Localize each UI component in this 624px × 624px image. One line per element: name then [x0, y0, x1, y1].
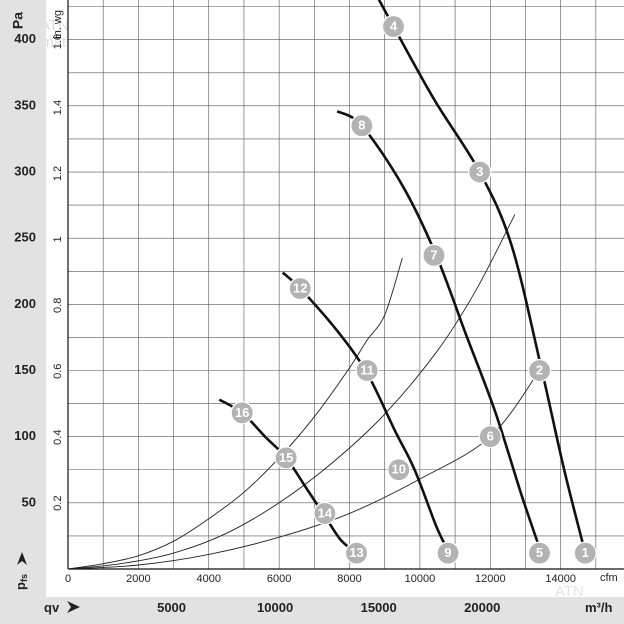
operating-point-marker	[468, 160, 492, 184]
y-tick-inwg: 0.8	[52, 298, 64, 313]
operating-point-marker	[313, 501, 337, 526]
x-unit-m3h: m³/h	[585, 600, 613, 615]
operating-point-label: 14	[318, 505, 333, 520]
y-tick-pa: 400	[14, 31, 36, 46]
operating-point-marker	[573, 541, 597, 565]
y-tick-pa: 100	[14, 428, 36, 443]
operating-point-marker	[350, 114, 374, 138]
y-tick-inwg: 0.2	[52, 495, 64, 510]
y-tick-inwg: 1	[52, 236, 64, 242]
y-axis-symbol-text: pfs	[13, 574, 29, 590]
operating-point-label: 16	[235, 405, 249, 420]
operating-point-label: 6	[487, 429, 494, 444]
operating-point-marker	[288, 276, 312, 301]
x-tick-cfm: 6000	[267, 573, 291, 585]
y-axis-arrow-icon	[17, 552, 27, 565]
fan-curve	[336, 110, 543, 554]
y-unit-inwg: in. wg	[52, 10, 64, 39]
operating-point-label: 1	[582, 545, 589, 560]
grid	[67, 0, 624, 570]
operating-point-marker	[478, 425, 502, 449]
x-tick-m3h: 10000	[257, 600, 293, 615]
y-tick-inwg: 0.4	[52, 430, 64, 445]
operating-point-label: 13	[349, 545, 363, 560]
operating-point-label: 7	[430, 247, 437, 262]
x-axis-symbol: qv	[44, 600, 60, 615]
fan-curve	[377, 0, 587, 554]
y-tick-pa: 250	[14, 230, 36, 245]
operating-point-label: 2	[536, 362, 543, 377]
operating-point-label: 8	[358, 118, 365, 133]
y-unit-pa: Pa	[10, 12, 26, 29]
operating-point-label: 3	[476, 164, 483, 179]
operating-point-marker	[344, 541, 369, 565]
operating-point-marker	[381, 14, 406, 39]
operating-point-label: 12	[293, 280, 307, 295]
system-curve	[67, 214, 516, 570]
operating-point-label: 11	[360, 362, 374, 377]
x-tick-cfm: 8000	[337, 573, 361, 585]
operating-point-marker	[274, 446, 298, 470]
x-tick-m3h: 20000	[464, 600, 500, 615]
operating-point-marker	[387, 458, 411, 482]
operating-point-label: 10	[392, 462, 406, 477]
x-tick-cfm: 14000	[545, 573, 576, 585]
x-tick-cfm: 0	[65, 573, 71, 585]
operating-point-label: 5	[536, 545, 543, 560]
x-axis-arrow-icon	[67, 601, 80, 613]
operating-point-label: 15	[279, 450, 293, 465]
operating-point-marker	[230, 401, 254, 425]
y-tick-pa: 350	[14, 97, 36, 112]
x-tick-cfm: 12000	[475, 573, 506, 585]
x-tick-m3h: 15000	[361, 600, 397, 615]
system-curve	[67, 257, 403, 570]
fan-curves	[218, 0, 587, 555]
operating-point-label: 9	[444, 545, 451, 560]
x-tick-m3h: 5000	[157, 600, 186, 615]
bottom-axis-band	[0, 597, 624, 624]
operating-point-label: 4	[390, 18, 398, 33]
y-axis-symbol: pfs	[13, 574, 29, 590]
operating-point-marker	[422, 243, 446, 267]
operating-point-marker	[527, 358, 552, 383]
operating-point-marker	[527, 541, 552, 565]
x-tick-cfm: 4000	[197, 573, 221, 585]
y-tick-inwg: 1.6	[52, 34, 64, 49]
y-tick-pa: 300	[14, 163, 36, 178]
y-axis-symbol-p: p	[13, 582, 28, 590]
y-tick-inwg: 1.4	[52, 100, 64, 115]
y-tick-inwg: 1.2	[52, 166, 64, 181]
y-tick-pa: 150	[14, 362, 36, 377]
operating-point-marker	[436, 541, 460, 565]
axis-labels: Pa in. wg pfs cfm qv m³/h 50100150200250…	[10, 10, 618, 615]
watermark-top-line1: ATN	[40, 17, 69, 34]
y-tick-pa: 50	[22, 494, 36, 509]
y-tick-inwg: 0.6	[52, 364, 64, 379]
y-tick-pa: 200	[14, 296, 36, 311]
x-tick-cfm: 2000	[126, 573, 150, 585]
plot-area	[68, 0, 624, 569]
y-axis-symbol-sub: fs	[19, 574, 29, 582]
left-axis-band	[0, 0, 46, 597]
operating-point-marker	[355, 358, 379, 383]
x-tick-cfm: 10000	[405, 573, 436, 585]
watermark-bottom-line1: ATN	[555, 583, 584, 600]
x-unit-cfm: cfm	[600, 572, 618, 584]
